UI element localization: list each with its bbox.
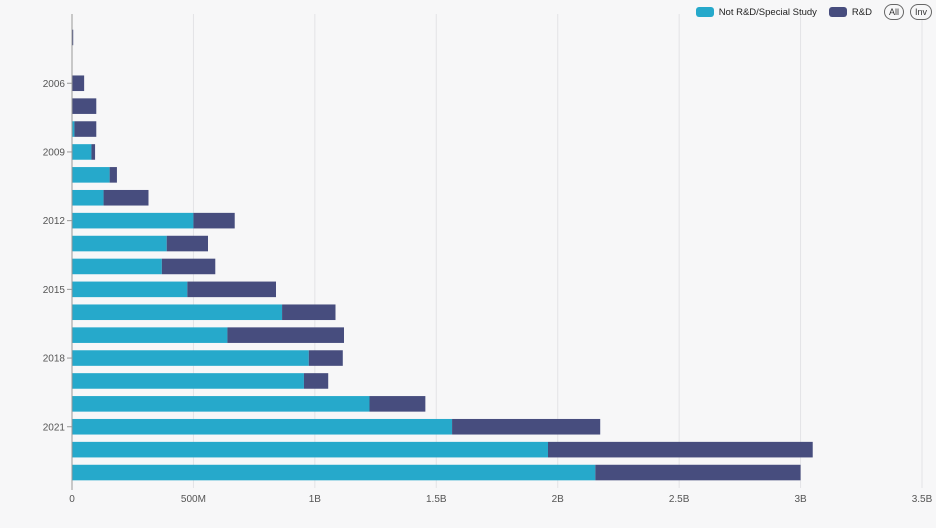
bar-rd — [548, 441, 813, 458]
legend-item-rd[interactable]: R&D — [828, 6, 872, 18]
inv-button[interactable]: Inv — [909, 4, 932, 20]
bar-not-rd — [72, 167, 110, 183]
bar-not-rd — [72, 441, 548, 458]
all-button[interactable]: All — [883, 4, 904, 20]
legend-item-not-rd[interactable]: Not R&D/Special Study — [695, 6, 817, 18]
bar-rd — [452, 418, 601, 435]
bar-rd — [72, 29, 74, 46]
bar-not-rd — [72, 212, 194, 229]
y-tick-label: 2009 — [43, 147, 66, 158]
x-tick-label: 3B — [794, 494, 807, 505]
bar-not-rd — [72, 418, 453, 435]
bar-rd — [369, 396, 426, 412]
x-tick-label: 2B — [552, 494, 565, 505]
bar-rd — [308, 350, 343, 366]
bar-not-rd — [72, 350, 309, 366]
bar-not-rd — [72, 235, 167, 252]
bar-rd — [166, 235, 208, 252]
bar-not-rd — [72, 396, 370, 412]
x-tick-label: 3.5B — [912, 494, 933, 505]
bar-not-rd — [72, 304, 283, 321]
x-tick-label: 0 — [69, 494, 75, 505]
bar-rd — [227, 327, 344, 343]
bar-rd — [109, 167, 117, 183]
x-tick-label: 500M — [181, 494, 206, 505]
bar-rd — [161, 258, 216, 275]
legend-swatch-not-rd — [695, 7, 714, 17]
bar-rd — [303, 373, 329, 389]
bar-not-rd — [72, 373, 304, 389]
legend-label-not-rd: Not R&D/Special Study — [718, 6, 817, 18]
bar-rd — [193, 212, 235, 229]
y-tick-label: 2015 — [43, 285, 66, 296]
x-tick-label: 2.5B — [669, 494, 690, 505]
x-tick-label: 1.5B — [426, 494, 447, 505]
bar-rd — [91, 144, 96, 160]
bar-rd — [595, 464, 801, 481]
y-tick-label: 2012 — [43, 216, 66, 227]
legend: Not R&D/Special Study R&D All Inv — [695, 4, 932, 20]
bar-rd — [74, 121, 97, 137]
bar-not-rd — [72, 464, 596, 481]
bar-not-rd — [72, 258, 162, 275]
y-tick-label: 2006 — [43, 79, 66, 90]
bar-not-rd — [72, 189, 104, 206]
y-tick-label: 2021 — [43, 422, 66, 433]
legend-swatch-rd — [828, 7, 847, 17]
bar-rd — [282, 304, 336, 321]
bar-rd — [72, 75, 85, 92]
bar-not-rd — [72, 281, 188, 298]
legend-label-rd: R&D — [851, 6, 872, 18]
bar-not-rd — [72, 121, 75, 137]
bar-rd — [103, 189, 149, 206]
bar-rd — [187, 281, 276, 298]
bar-not-rd — [72, 144, 92, 160]
bar-not-rd — [72, 327, 228, 343]
bar-rd — [72, 98, 97, 114]
x-tick-label: 1B — [309, 494, 322, 505]
y-tick-label: 2018 — [43, 354, 66, 365]
